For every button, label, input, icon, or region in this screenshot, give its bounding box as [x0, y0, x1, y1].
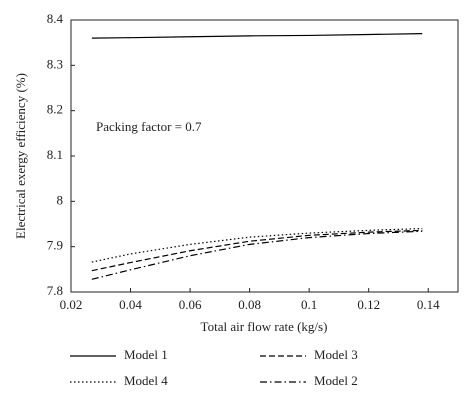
y-tick-label: 8.2	[47, 102, 63, 117]
x-tick-label: 0.14	[417, 297, 440, 312]
legend-label: Model 3	[314, 347, 358, 362]
annotation: Packing factor = 0.7	[96, 119, 202, 134]
y-tick-label: 8.1	[47, 147, 63, 162]
legend-label: Model 4	[124, 373, 168, 388]
x-tick-label: 0.04	[119, 297, 142, 312]
legend-label: Model 2	[314, 373, 358, 388]
x-tick-label: 0.1	[301, 297, 317, 312]
plot-frame	[70, 19, 459, 293]
y-tick-label: 7.8	[47, 283, 63, 298]
x-tick-label: 0.06	[179, 297, 202, 312]
y-tick-label: 8.4	[47, 11, 64, 26]
y-tick-label: 7.9	[47, 238, 63, 253]
series-line	[91, 33, 423, 39]
legend-label: Model 1	[124, 347, 168, 362]
x-tick-label: 0.02	[60, 297, 83, 312]
y-axis-label: Electrical exergy efficiency (%)	[13, 73, 28, 239]
y-tick-label: 8.3	[47, 56, 63, 71]
series-line	[91, 227, 423, 263]
x-axis-label: Total air flow rate (kg/s)	[201, 319, 328, 334]
x-tick-label: 0.08	[238, 297, 261, 312]
x-tick-label: 0.12	[357, 297, 380, 312]
y-tick-label: 8	[57, 192, 64, 207]
series-line	[91, 229, 423, 272]
series-line	[91, 230, 423, 280]
